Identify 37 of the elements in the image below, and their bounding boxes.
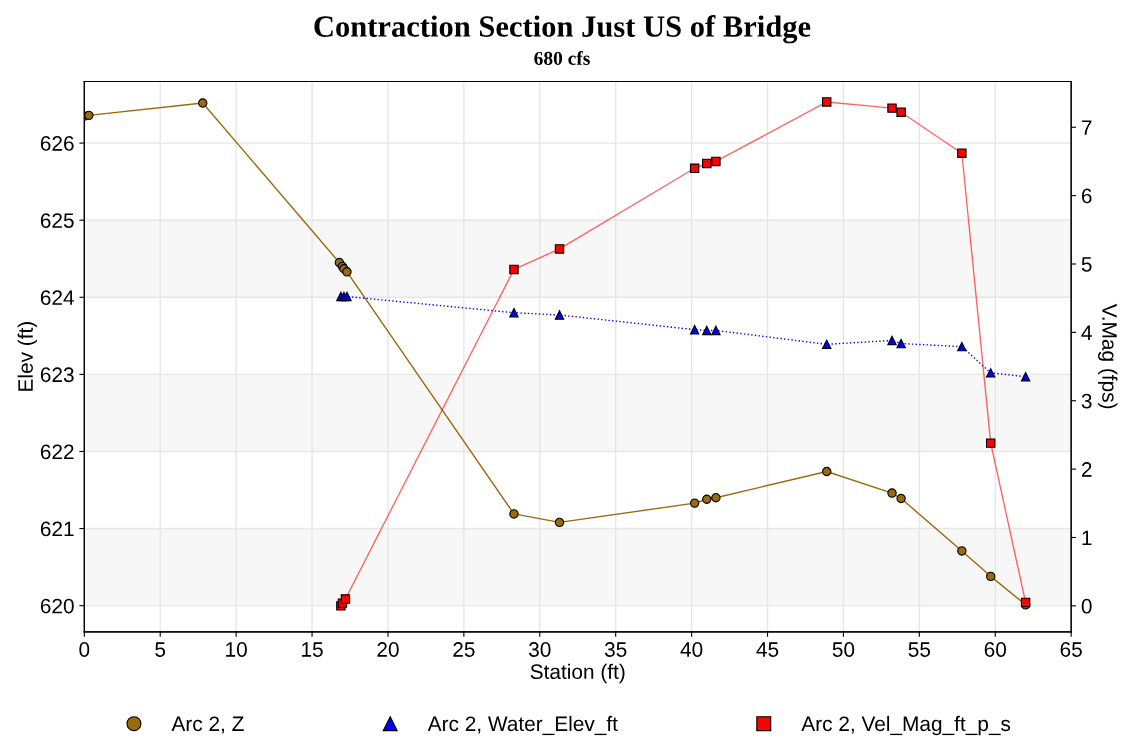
- y2-tick-label: 0: [1081, 598, 1092, 614]
- x-tick-label: 15: [302, 642, 323, 657]
- x-tick-label: 10: [226, 642, 247, 657]
- y2-axis-title: V.Mag (fps): [1098, 303, 1118, 409]
- x-tick-label: 65: [1060, 642, 1082, 657]
- x-tick-label: 20: [377, 642, 399, 657]
- x-tick-label: 50: [832, 642, 855, 657]
- y2-tick-label: 2: [1081, 462, 1092, 477]
- x-tick-label: 0: [79, 642, 90, 657]
- y-tick-label: 622: [40, 444, 74, 460]
- x-tick-label: 60: [984, 642, 1007, 657]
- y-tick-label: 621: [40, 521, 74, 537]
- y-tick-label: 620: [40, 598, 74, 614]
- y-tick-label: 624: [40, 290, 74, 306]
- x-axis-title: Station (ft): [530, 663, 625, 684]
- y2-tick-label: 4: [1081, 325, 1092, 340]
- y2-tick-label: 3: [1081, 393, 1092, 409]
- legend-label: Arc 2, Water_Elev_ft: [427, 715, 618, 736]
- x-tick-label: 30: [528, 642, 551, 657]
- legend-label: Arc 2, Vel_Mag_ft_p_s: [801, 715, 1011, 736]
- x-tick-label: 45: [756, 642, 779, 657]
- y2-tick-label: 7: [1081, 120, 1092, 135]
- x-tick-label: 40: [680, 642, 703, 657]
- y2-tick-label: 1: [1082, 530, 1092, 546]
- y2-tick-label: 6: [1081, 188, 1092, 204]
- x-tick-label: 55: [908, 642, 931, 657]
- chart-subtitle: 680 cfs: [534, 51, 590, 65]
- y-axis-title: Elev (ft): [17, 322, 38, 391]
- legend-label: Arc 2, Z: [171, 716, 244, 734]
- y-tick-label: 623: [40, 367, 74, 383]
- x-tick-label: 35: [604, 642, 627, 657]
- y2-tick-label: 5: [1081, 257, 1092, 272]
- x-tick-label: 25: [453, 642, 475, 657]
- x-tick-label: 5: [155, 642, 166, 657]
- y-tick-label: 625: [40, 213, 74, 228]
- chart-title: Contraction Section Just US of Bridge: [314, 15, 811, 44]
- y-tick-label: 626: [40, 136, 74, 151]
